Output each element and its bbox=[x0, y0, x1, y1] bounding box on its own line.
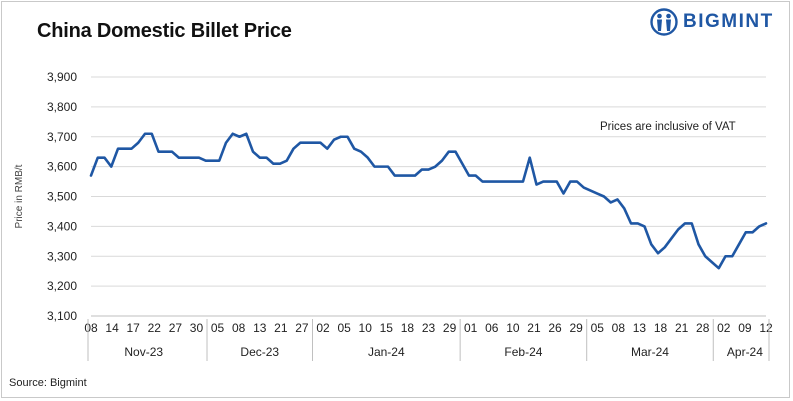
x-tick-label: 13 bbox=[253, 321, 267, 335]
y-tick-label: 3,700 bbox=[47, 130, 77, 144]
x-tick-label: 14 bbox=[105, 321, 119, 335]
x-month-label: Jan-24 bbox=[368, 345, 405, 359]
x-tick-label: 17 bbox=[127, 321, 141, 335]
y-axis-label: Price in RMB/t bbox=[14, 164, 25, 228]
x-tick-label: 05 bbox=[591, 321, 605, 335]
x-tick-label: 05 bbox=[337, 321, 351, 335]
source-note: Source: Bigmint bbox=[9, 377, 87, 389]
x-tick-label: 06 bbox=[485, 321, 499, 335]
x-tick-label: 05 bbox=[211, 321, 225, 335]
x-tick-label: 21 bbox=[675, 321, 689, 335]
y-tick-label: 3,900 bbox=[47, 70, 77, 84]
x-tick-label: 28 bbox=[696, 321, 710, 335]
x-tick-label: 27 bbox=[295, 321, 309, 335]
x-month-label: Apr-24 bbox=[727, 345, 763, 359]
x-month-label: Mar-24 bbox=[631, 345, 669, 359]
x-tick-label: 10 bbox=[506, 321, 520, 335]
x-tick-label: 10 bbox=[359, 321, 373, 335]
y-tick-label: 3,400 bbox=[47, 219, 77, 233]
series-line-billet-price bbox=[89, 132, 768, 270]
chart-title: China Domestic Billet Price bbox=[37, 20, 292, 42]
x-tick-label: 15 bbox=[380, 321, 394, 335]
bigmint-logo-icon bbox=[650, 8, 678, 36]
y-tick-label: 3,300 bbox=[47, 249, 77, 263]
y-tick-label: 3,500 bbox=[47, 190, 77, 204]
x-tick-label: 13 bbox=[633, 321, 647, 335]
x-tick-label: 29 bbox=[443, 321, 457, 335]
x-tick-label: 18 bbox=[654, 321, 668, 335]
y-tick-label: 3,200 bbox=[47, 279, 77, 293]
x-tick-label: 08 bbox=[612, 321, 626, 335]
chart-annotation: Prices are inclusive of VAT bbox=[600, 121, 736, 133]
y-tick-label: 3,800 bbox=[47, 100, 77, 114]
x-month-label: Nov-23 bbox=[124, 345, 163, 359]
x-tick-label: 23 bbox=[422, 321, 436, 335]
brand-logo: BIGMINT bbox=[650, 6, 774, 38]
x-tick-label: 08 bbox=[232, 321, 246, 335]
x-tick-label: 22 bbox=[148, 321, 162, 335]
x-tick-label: 27 bbox=[169, 321, 183, 335]
x-tick-label: 30 bbox=[190, 321, 204, 335]
y-tick-label: 3,600 bbox=[47, 160, 77, 174]
x-tick-label: 08 bbox=[84, 321, 98, 335]
x-tick-label: 02 bbox=[717, 321, 731, 335]
x-month-label: Feb-24 bbox=[504, 345, 542, 359]
y-tick-label: 3,100 bbox=[47, 309, 77, 323]
x-tick-label: 18 bbox=[401, 321, 415, 335]
x-tick-label: 02 bbox=[316, 321, 330, 335]
x-tick-label: 29 bbox=[569, 321, 583, 335]
x-tick-label: 09 bbox=[738, 321, 752, 335]
x-tick-label: 21 bbox=[527, 321, 541, 335]
x-month-label: Dec-23 bbox=[240, 345, 279, 359]
x-tick-label: 26 bbox=[548, 321, 562, 335]
x-tick-label: 01 bbox=[464, 321, 478, 335]
brand-name: BIGMINT bbox=[683, 11, 774, 32]
x-tick-label: 21 bbox=[274, 321, 288, 335]
x-tick-label: 12 bbox=[759, 321, 773, 335]
